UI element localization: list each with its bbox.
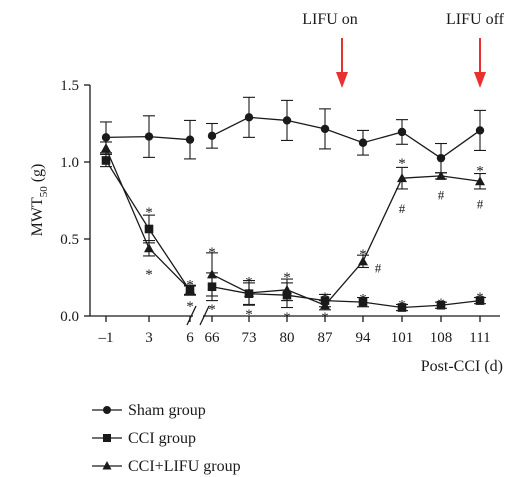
data-point-triangle [101,143,111,153]
data-point-circle [144,132,154,141]
data-point-triangle [207,269,217,279]
significance-star: * [321,310,329,326]
significance-star: * [208,245,216,261]
significance-star: * [476,164,484,180]
legend-item-cci-lifu: CCI+LIFU group [92,458,241,475]
series-line-triangle [211,175,481,306]
x-tick-label: 66 [205,330,221,346]
data-point-triangle [244,287,254,297]
annotation-lifu-on-arrow-head [336,72,348,88]
y-axis-title-subscript: 50 [38,186,50,198]
significance-star: * [283,270,291,286]
axis-break-mark-left [186,305,197,326]
data-point-square [101,156,111,165]
y-tick-label: 0.0 [60,309,79,325]
x-tick-label: 111 [469,330,490,346]
series-layer [100,96,486,312]
annotation-lifu-off-arrow-head [474,72,486,88]
y-axis-title-unit: (g) [29,164,46,187]
significance-star: * [359,291,367,307]
significance-star: * [208,302,216,318]
series-line-circle [211,116,481,159]
significance-star: * [145,205,153,221]
data-point-circle [207,131,217,141]
data-point-triangle [320,300,330,310]
annotations-layer: LIFU on LIFU off [302,11,505,88]
data-point-circle [475,126,485,135]
data-point-triangle [475,176,485,186]
y-tick-label: 1.0 [60,155,79,171]
y-axis-title: MWT50 (g) [29,164,50,237]
significance-star: * [245,307,253,323]
data-point-square [397,303,407,312]
data-point-circle [397,127,407,137]
x-tick-label: 108 [430,330,453,346]
significance-star: * [476,290,484,306]
data-point-square [436,300,446,310]
x-tick-label: –1 [98,330,114,346]
legend-sham-marker [103,406,111,414]
significance-star: * [398,156,406,172]
significance-hash: # [399,201,406,216]
significance-star: * [186,299,194,315]
annotation-lifu-off-label: LIFU off [446,11,505,28]
data-point-circle [358,138,368,147]
x-tick-label: 80 [280,330,295,346]
significance-hash: # [375,260,382,275]
y-tick-label: 1.5 [60,78,79,94]
legend-item-cci: CCI group [92,430,196,447]
data-point-square [358,297,368,307]
y-axis-title-main: MWT [29,197,46,236]
legend-cci-lifu-label: CCI+LIFU group [128,458,241,475]
data-point-triangle [185,284,195,294]
x-tick-label: 94 [356,330,372,346]
significance-layer: * * * * * * * * * * * * * # * * # * # * * # * [145,156,484,326]
legend: Sham group CCI group CCI+LIFU group [92,402,241,475]
significance-star: * [145,267,153,283]
significance-hash: # [477,197,484,212]
data-point-triangle [397,173,407,183]
legend-cci-label: CCI group [128,430,196,447]
x-tick-label: 3 [145,330,153,346]
x-axis-title: Post-CCI (d) [421,358,503,375]
annotation-lifu-on-label: LIFU on [302,11,358,28]
significance-star: * [398,298,406,314]
data-point-circle [101,133,111,142]
x-tick-label: 73 [242,330,257,346]
x-tick-label: 87 [318,330,334,346]
data-point-triangle [144,243,154,253]
data-point-circle [244,113,254,122]
significance-star: * [359,247,367,263]
significance-star: * [283,310,291,326]
data-point-circle [436,153,446,163]
data-point-triangle [282,284,292,294]
axes [89,85,500,326]
significance-star: * [437,296,445,312]
legend-cci-marker [103,434,111,442]
data-point-circle [282,116,292,125]
data-point-square [475,296,485,305]
significance-star: * [245,275,253,291]
significance-star: * [321,290,329,306]
series-line-square [211,286,481,309]
x-tick-label: 101 [391,330,414,346]
data-point-square [144,224,154,234]
legend-cci-lifu-marker [102,461,112,470]
y-ticks-layer: 0.0 0.5 1.0 1.5 [60,78,90,325]
legend-sham-label: Sham group [128,402,206,419]
data-point-circle [185,135,195,144]
x-tick-label: 6 [186,330,194,346]
data-point-circle [320,124,330,134]
significance-hash: # [438,187,445,202]
significance-star: * [186,278,194,294]
data-point-triangle [436,170,446,180]
data-point-triangle [358,256,368,266]
y-tick-label: 0.5 [60,232,79,248]
x-ticks-layer: –1 3 6 66 73 80 87 94 101 108 111 [98,316,491,346]
axis-break-mark-right [199,305,210,326]
legend-item-sham: Sham group [92,402,206,419]
